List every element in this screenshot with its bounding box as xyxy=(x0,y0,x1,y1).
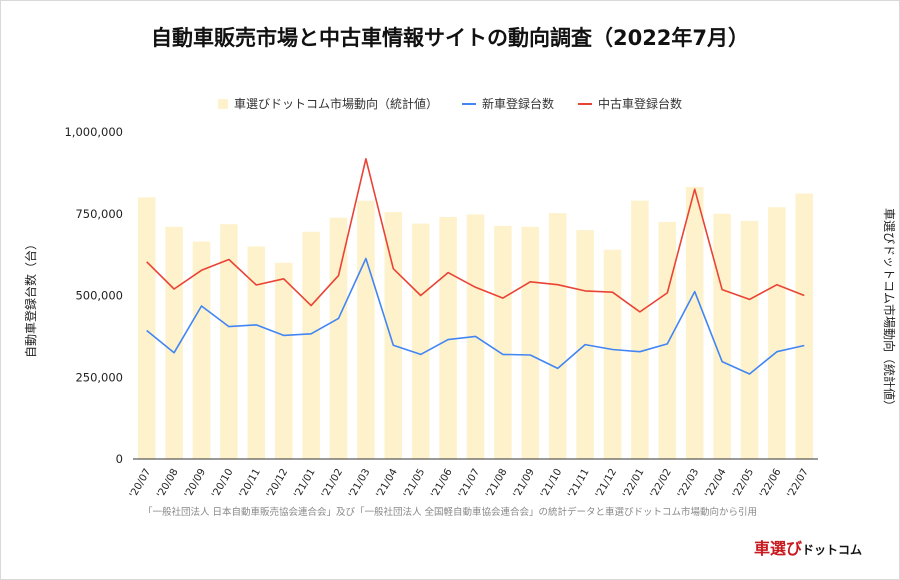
x-tick-label: '21/11 xyxy=(566,467,591,500)
bar xyxy=(384,212,403,459)
bar xyxy=(795,193,814,459)
x-tick-label: '21/02 xyxy=(320,467,345,500)
legend-label-new-car: 新車登録台数 xyxy=(481,97,554,111)
bar xyxy=(274,262,293,459)
x-tick-label: '21/10 xyxy=(539,467,564,500)
bar xyxy=(439,217,457,459)
bar xyxy=(494,225,512,459)
bar xyxy=(302,231,320,459)
series-line-used-car xyxy=(146,158,805,313)
bar xyxy=(713,213,731,459)
x-tick-label: '21/01 xyxy=(292,467,317,500)
legend-item-market-trend: 車選びドットコム市場動向（統計値） xyxy=(217,95,438,112)
y-tick-label: 750,000 xyxy=(75,207,123,221)
x-tick-label: '21/06 xyxy=(429,467,454,500)
y-tick-label: 0 xyxy=(116,452,123,466)
x-tick-label: '21/04 xyxy=(375,467,400,500)
x-tick-label: '22/05 xyxy=(731,467,756,500)
x-tick-label: '20/08 xyxy=(155,467,180,500)
x-tick-label: '22/04 xyxy=(703,467,728,500)
legend-item-new-car: 新車登録台数 xyxy=(461,95,554,112)
x-tick-label: '20/11 xyxy=(238,467,263,500)
legend: 車選びドットコム市場動向（統計値） 新車登録台数 中古車登録台数 xyxy=(0,95,900,112)
legend-label-market-trend: 車選びドットコム市場動向（統計値） xyxy=(233,97,438,111)
x-tick-label: '21/08 xyxy=(484,467,509,500)
x-tick-label: '21/12 xyxy=(594,467,619,500)
bar xyxy=(768,207,786,459)
x-tick-label: '21/03 xyxy=(347,467,372,500)
bar xyxy=(603,249,622,459)
bar xyxy=(740,220,759,459)
legend-label-used-car: 中古車登録台数 xyxy=(598,97,683,111)
y-tick-label: 500,000 xyxy=(75,289,123,303)
x-tick-label: '20/09 xyxy=(183,467,208,500)
x-tick-label: '22/02 xyxy=(649,467,674,500)
bar xyxy=(220,224,238,459)
x-tick-label: '22/03 xyxy=(676,467,701,500)
x-tick-label: '22/01 xyxy=(621,467,646,500)
legend-item-used-car: 中古車登録台数 xyxy=(578,95,682,112)
x-tick-label: '22/06 xyxy=(758,467,783,500)
brand-logo: 車選びドットコム xyxy=(754,535,862,559)
bar xyxy=(192,241,211,459)
brand-part2: ドットコム xyxy=(801,543,862,557)
x-tick-label: '20/07 xyxy=(128,467,153,500)
x-tick-label: '21/07 xyxy=(457,467,482,500)
bar xyxy=(137,197,156,459)
bar xyxy=(411,223,430,459)
series-line-new-car xyxy=(146,257,805,375)
x-tick-label: '22/07 xyxy=(786,467,811,500)
x-tick-label: '20/12 xyxy=(265,467,290,500)
legend-swatch-market-trend xyxy=(217,98,228,109)
bar xyxy=(329,217,348,459)
chart-title: 自動車販売市場と中古車情報サイトの動向調査（2022年7月） xyxy=(150,26,750,50)
y-tick-label: 250,000 xyxy=(75,370,123,384)
bar xyxy=(658,221,677,459)
bar xyxy=(357,200,375,460)
brand-part1: 車選び xyxy=(753,539,802,558)
y-tick-label: 1,000,000 xyxy=(64,125,123,139)
legend-swatch-used-car xyxy=(578,102,592,105)
x-tick-label: '21/05 xyxy=(402,467,427,500)
legend-swatch-new-car xyxy=(461,102,476,105)
bar xyxy=(247,246,266,459)
bar xyxy=(685,186,704,459)
bar xyxy=(548,213,567,459)
bar xyxy=(631,200,649,460)
x-tick-label: '21/09 xyxy=(512,467,537,500)
x-tick-label: '20/10 xyxy=(210,467,235,500)
bar xyxy=(521,226,540,459)
source-note: 「一般社団法人 日本自動車販売協会連合会」及び「一般社団法人 全国軽自動車協会連… xyxy=(142,507,758,518)
